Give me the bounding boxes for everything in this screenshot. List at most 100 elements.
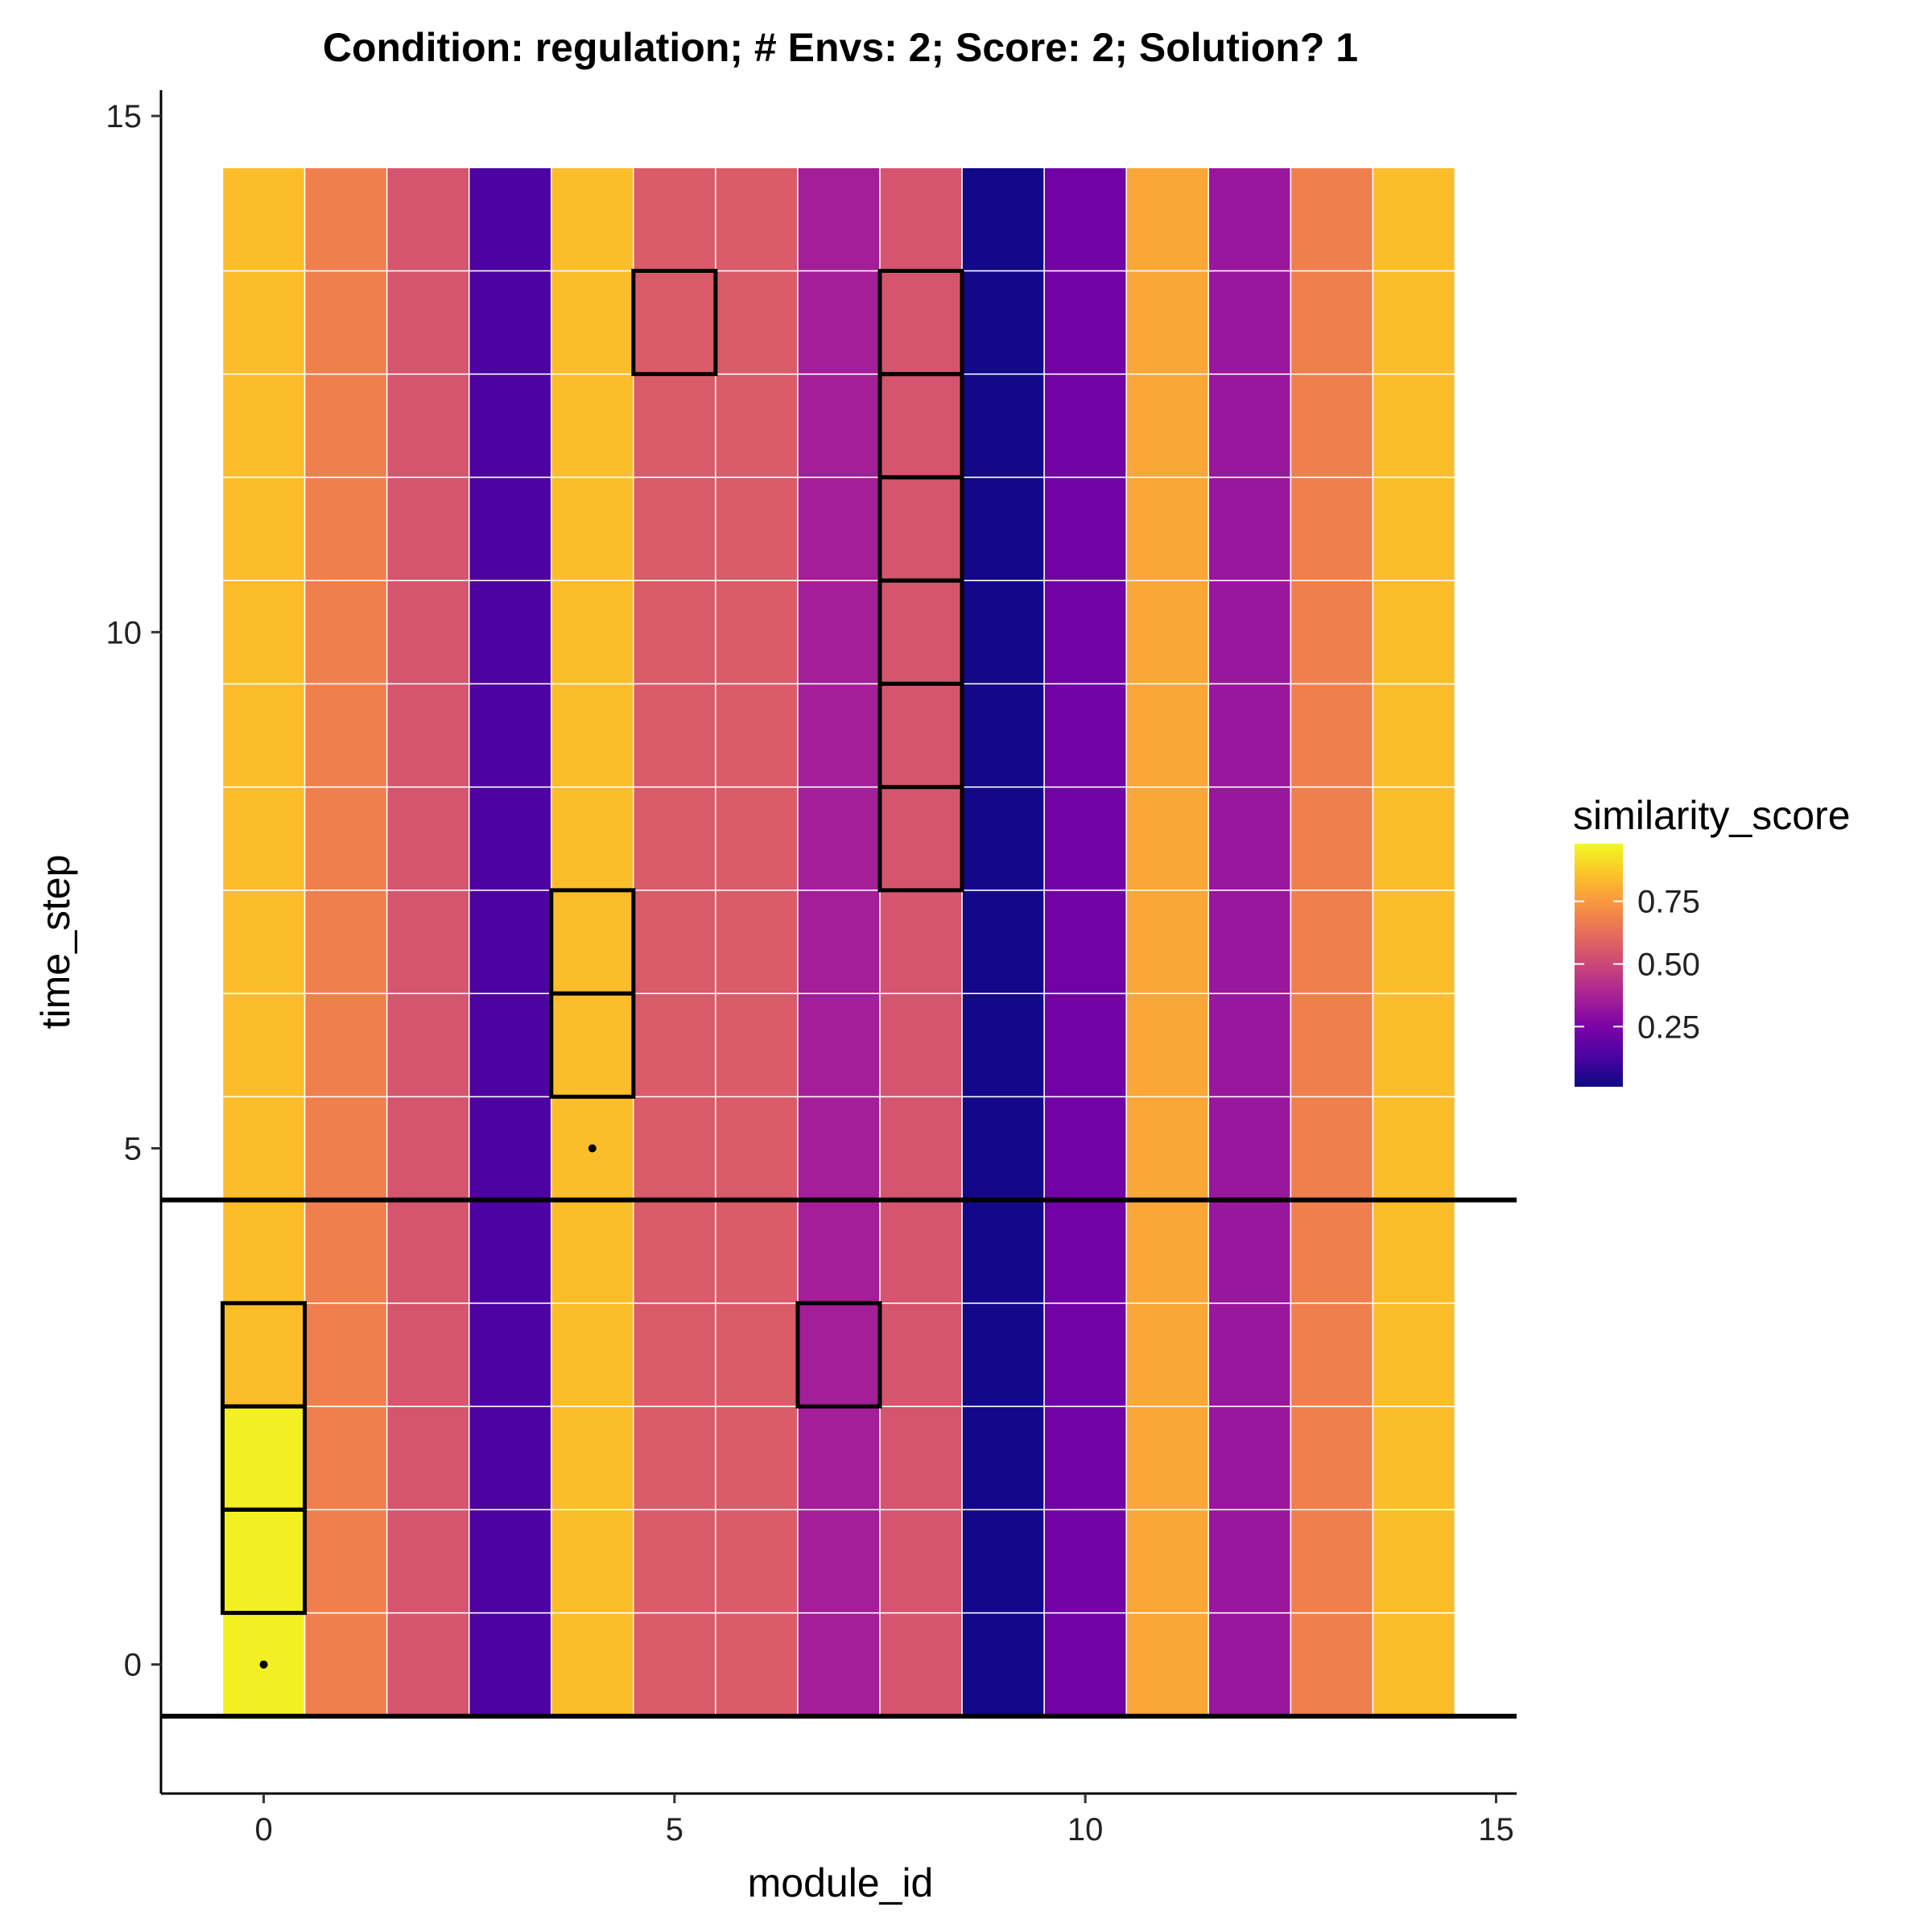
heatmap-cell [551,373,634,478]
heatmap-cell [1208,167,1292,272]
heatmap-cell [1372,167,1456,272]
heatmap-cell [797,1302,881,1407]
heatmap-cell [797,1406,881,1511]
heatmap-cell [386,1302,470,1407]
heatmap-cell [468,1096,552,1201]
heatmap-cell [303,993,388,1098]
heatmap-cell [551,1406,634,1511]
heatmap-cell [551,270,634,375]
heatmap-cell [879,890,963,994]
heatmap-cell [633,1509,716,1614]
heatmap-cell [221,890,306,994]
data-point [588,1144,597,1153]
heatmap-cell [303,477,388,581]
heatmap-cell [1125,1612,1210,1717]
heatmap-cell [468,373,552,478]
y-ticks: 0 5 10 15 [106,99,161,1683]
heatmap-cell [221,1096,306,1201]
heatmap-cell [633,580,716,685]
heatmap-cell [715,683,799,788]
heatmap-cell [961,1406,1045,1511]
heatmap-cell [879,167,963,272]
heatmap-cell [961,786,1045,891]
chart-title: Condition: regulation; # Envs: 2; Score:… [323,25,1358,70]
heatmap-cell [1125,477,1210,581]
heatmap-cell [1125,683,1210,788]
y-tick-label: 10 [106,615,142,650]
marker-points [259,1144,597,1669]
heatmap-cell [303,580,388,685]
heatmap-cell [715,1406,799,1511]
heatmap-cell [1372,890,1456,994]
highlighted-cell-outline [221,1301,308,1409]
heatmap-cell [1125,1406,1210,1511]
heatmap-cell [961,373,1045,478]
x-tick-label: 10 [1067,1812,1104,1847]
heatmap-cell [468,993,552,1098]
heatmap-cell [468,890,552,994]
x-tick-label: 15 [1478,1812,1514,1847]
heatmap-cell [879,786,963,891]
heatmap-cell [468,786,552,891]
heatmap-cell [879,580,963,685]
heatmap-cell [633,993,716,1098]
heatmap-cell [1125,993,1210,1098]
heatmap-cell [468,683,552,788]
heatmap-cell [961,890,1045,994]
heatmap-cell [633,1199,716,1304]
heatmap-cell [1125,373,1210,478]
y-tick-label: 0 [124,1648,142,1683]
heatmap-cell [1290,786,1374,891]
heatmap-cell [633,373,716,478]
heatmap-cell [961,683,1045,788]
heatmap-cell [1372,580,1456,685]
heatmap-cell [797,1096,881,1201]
heatmap-cell [879,1199,963,1304]
heatmap-cell [468,1199,552,1304]
heatmap-cell [386,1612,470,1717]
heatmap-cell [715,1509,799,1614]
heatmap-cell [1208,1199,1292,1304]
heatmap-cell [303,167,388,272]
heatmap-cell [1043,373,1127,478]
heatmap-cells [221,167,1456,1717]
heatmap-cell [386,786,470,891]
legend-ticks: 0.25 0.50 0.75 [1575,885,1700,1045]
heatmap-cell [715,580,799,685]
heatmap-cell [551,1199,634,1304]
heatmap-cell [797,683,881,788]
heatmap-cell [715,167,799,272]
heatmap-cell [961,477,1045,581]
heatmap-cell [633,1612,716,1717]
y-axis-title: time_step [33,855,78,1030]
heatmap-cell [1208,786,1292,891]
horizontal-reference-lines [161,1197,1517,1719]
heatmap-cell [961,1302,1045,1407]
heatmap-cell [715,270,799,375]
heatmap-cell [303,1612,388,1717]
heatmap-cell [1208,993,1292,1098]
heatmap-cell [221,373,306,478]
highlighted-cell-outline [631,268,718,377]
heatmap-cell [221,477,306,581]
heatmap-cell [1043,993,1127,1098]
heatmap-cell [1043,270,1127,375]
heatmap-cell [1208,683,1292,788]
heatmap-cell [633,477,716,581]
heatmap-cell [386,683,470,788]
heatmap-cell [1372,1509,1456,1614]
heatmap-cell [221,1199,306,1304]
heatmap-cell [1290,1302,1374,1407]
heatmap-cell [303,1509,388,1614]
heatmap-cell [1372,1199,1456,1304]
heatmap-cell [879,270,963,375]
heatmap-cell [303,786,388,891]
heatmap-cell [1125,1302,1210,1407]
heatmap-cell [1372,477,1456,581]
heatmap-cell [1043,1406,1127,1511]
heatmap-cell [1372,373,1456,478]
heatmap-cell [633,167,716,272]
heatmap-cell [961,270,1045,375]
legend-title: similarity_score [1573,793,1851,838]
heatmap-cell [1290,373,1374,478]
